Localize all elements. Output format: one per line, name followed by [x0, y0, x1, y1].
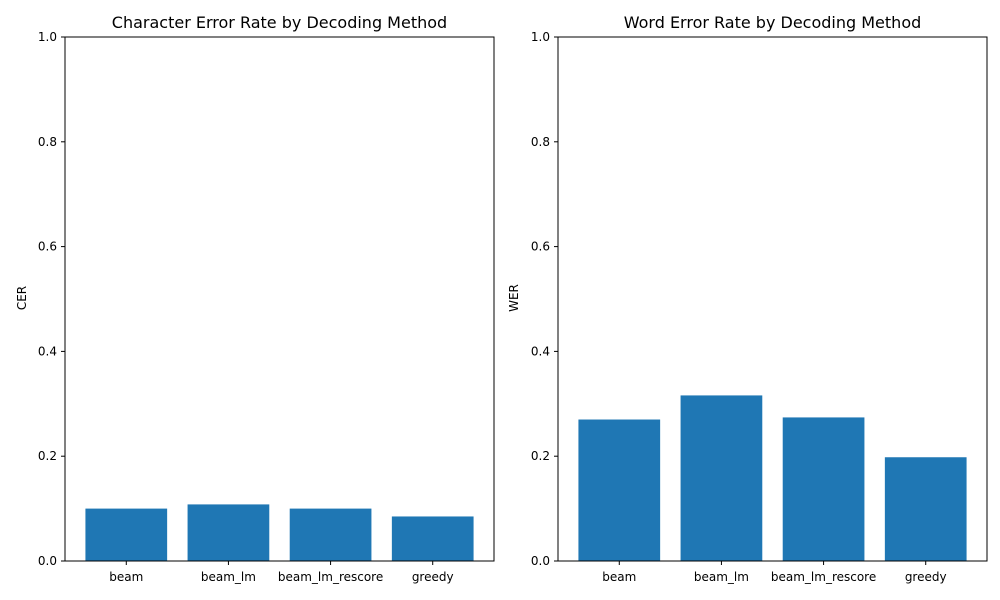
y-tick-label: 0.0: [531, 554, 550, 568]
x-tick-label: beam_lm: [694, 570, 749, 584]
bar-beam: [85, 508, 168, 561]
y-tick-label: 0.6: [38, 240, 57, 254]
bar-beam: [578, 419, 661, 561]
x-tick-label: greedy: [905, 570, 947, 584]
wer-chart: Word Error Rate by Decoding Method WER 0…: [507, 13, 988, 584]
x-tick-label: beam_lm: [201, 570, 256, 584]
y-ticks: 0.0 0.2 0.4 0.6 0.8 1.0: [531, 30, 558, 568]
y-tick-label: 0.2: [531, 449, 550, 463]
bar-greedy: [391, 516, 474, 561]
y-tick-label: 1.0: [38, 30, 57, 44]
bar-beam-lm-rescore: [289, 508, 372, 561]
y-tick-label: 0.8: [38, 135, 57, 149]
y-tick-label: 0.2: [38, 449, 57, 463]
cer-chart: Character Error Rate by Decoding Method …: [15, 13, 495, 584]
y-tick-label: 0.6: [531, 240, 550, 254]
y-tick-label: 0.8: [531, 135, 550, 149]
bar-greedy: [884, 457, 967, 561]
y-tick-label: 0.0: [38, 554, 57, 568]
axes-frame: [64, 36, 495, 562]
y-axis-label: WER: [507, 284, 521, 312]
x-tick-label: greedy: [412, 570, 454, 584]
x-tick-label: beam: [602, 570, 636, 584]
bar-beam-lm: [680, 395, 763, 561]
bar-beam-lm: [187, 504, 270, 561]
x-ticks: beam beam_lm beam_lm_rescore greedy: [109, 561, 454, 584]
chart-title: Word Error Rate by Decoding Method: [624, 13, 922, 32]
y-tick-label: 0.4: [38, 344, 57, 358]
x-tick-label: beam_lm_rescore: [771, 570, 876, 584]
bar-beam-lm-rescore: [782, 417, 865, 561]
x-ticks: beam beam_lm beam_lm_rescore greedy: [602, 561, 947, 584]
bars: [578, 395, 967, 561]
y-axis-label: CER: [15, 286, 29, 310]
chart-title: Character Error Rate by Decoding Method: [112, 13, 447, 32]
bars: [85, 504, 474, 561]
y-tick-label: 1.0: [531, 30, 550, 44]
y-tick-label: 0.4: [531, 344, 550, 358]
x-tick-label: beam_lm_rescore: [278, 570, 383, 584]
axes-frame: [557, 36, 988, 562]
y-ticks: 0.0 0.2 0.4 0.6 0.8 1.0: [38, 30, 65, 568]
x-tick-label: beam: [109, 570, 143, 584]
